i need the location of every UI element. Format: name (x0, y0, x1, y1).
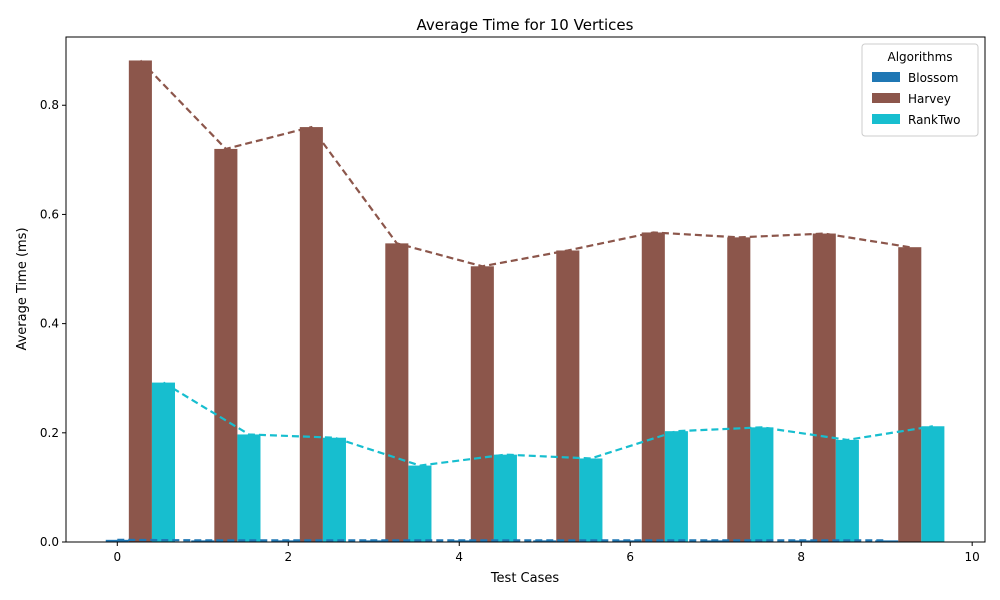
legend-entry-harvey: Harvey (908, 92, 951, 106)
bar-ranktwo-9 (921, 426, 945, 542)
bar-harvey-8 (812, 233, 836, 543)
legend-swatch-blossom (872, 72, 900, 82)
bar-ranktwo-6 (664, 431, 688, 542)
x-tick-label-10: 10 (965, 550, 980, 564)
chart-title: Average Time for 10 Vertices (417, 16, 634, 34)
legend-title: Algorithms (887, 50, 952, 64)
bar-ranktwo-4 (493, 454, 517, 542)
legend-swatch-ranktwo (872, 114, 900, 124)
trend-line-blossom (117, 538, 887, 542)
bar-ranktwo-8 (835, 439, 859, 542)
legend-swatch-harvey (872, 93, 900, 103)
x-tick-label-6: 6 (626, 550, 634, 564)
x-axis-label: Test Cases (490, 571, 560, 586)
trend-line-harvey (139, 59, 910, 268)
bar-ranktwo-5 (579, 458, 603, 542)
bar-harvey-9 (898, 247, 922, 542)
bar-ranktwo-3 (408, 465, 432, 542)
bar-harvey-6 (641, 232, 665, 542)
y-tick-label-0: 0.0 (40, 535, 59, 549)
legend-entry-ranktwo: RankTwo (908, 113, 960, 127)
bar-blossom-1 (191, 540, 215, 542)
y-tick-label-0.6: 0.6 (40, 207, 59, 221)
bar-ranktwo-1 (237, 434, 261, 542)
legend-box (861, 43, 979, 137)
bar-harvey-0 (128, 60, 152, 542)
bar-ranktwo-7 (750, 427, 774, 542)
bar-blossom-5 (533, 540, 557, 542)
x-tick-label-0: 0 (113, 550, 121, 564)
y-axis-label: Average Time (ms) (15, 227, 30, 350)
x-tick-label-2: 2 (284, 550, 292, 564)
axes-frame (65, 36, 986, 543)
y-tick-label-0.2: 0.2 (40, 426, 59, 440)
y-tick-label-0.4: 0.4 (40, 317, 59, 331)
bar-ranktwo-0 (151, 382, 175, 542)
bar-harvey-3 (385, 243, 409, 543)
bar-harvey-1 (214, 148, 238, 542)
bar-harvey-4 (470, 266, 494, 542)
plot-area: 0 2 4 6 8 10 0.0 0.2 0.4 0.6 0.8 (40, 36, 986, 564)
trend-line-ranktwo (162, 381, 934, 467)
x-tick-label-8: 8 (797, 550, 805, 564)
bar-ranktwo-2 (322, 437, 346, 542)
bar-blossom-9 (875, 540, 899, 542)
bar-harvey-2 (299, 127, 323, 542)
legend: Algorithms Blossom Harvey RankTwo (861, 43, 979, 137)
y-tick-label-0.8: 0.8 (40, 98, 59, 112)
bar-harvey-5 (556, 250, 580, 543)
bar-harvey-7 (727, 237, 751, 542)
x-tick-label-4: 4 (455, 550, 463, 564)
legend-entry-blossom: Blossom (908, 71, 958, 85)
